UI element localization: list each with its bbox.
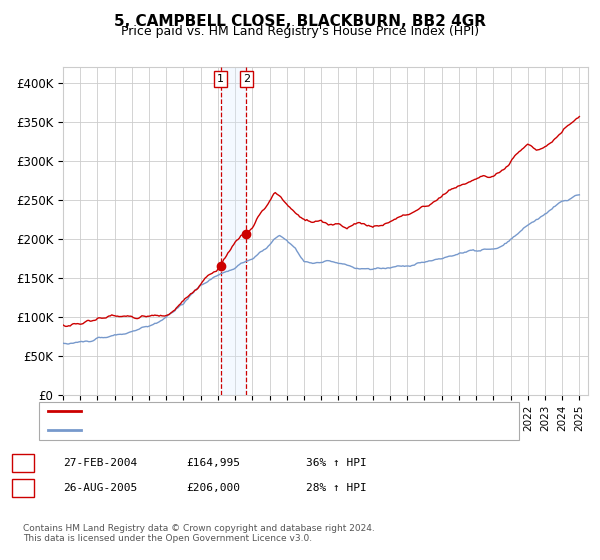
Text: HPI: Average price, detached house, Blackburn with Darwen: HPI: Average price, detached house, Blac…: [88, 425, 403, 435]
Text: 27-FEB-2004: 27-FEB-2004: [63, 458, 137, 468]
Text: 36% ↑ HPI: 36% ↑ HPI: [306, 458, 367, 468]
Text: 28% ↑ HPI: 28% ↑ HPI: [306, 483, 367, 493]
Text: 2: 2: [19, 483, 26, 493]
Text: £164,995: £164,995: [186, 458, 240, 468]
Text: £206,000: £206,000: [186, 483, 240, 493]
Text: 2: 2: [243, 74, 250, 83]
Text: Contains HM Land Registry data © Crown copyright and database right 2024.
This d: Contains HM Land Registry data © Crown c…: [23, 524, 374, 543]
Text: 5, CAMPBELL CLOSE, BLACKBURN, BB2 4GR (detached house): 5, CAMPBELL CLOSE, BLACKBURN, BB2 4GR (d…: [88, 406, 412, 416]
Bar: [221, 67, 247, 395]
Text: 1: 1: [217, 74, 224, 83]
Text: 1: 1: [19, 458, 26, 468]
Text: 5, CAMPBELL CLOSE, BLACKBURN, BB2 4GR: 5, CAMPBELL CLOSE, BLACKBURN, BB2 4GR: [114, 14, 486, 29]
Text: 26-AUG-2005: 26-AUG-2005: [63, 483, 137, 493]
Text: Price paid vs. HM Land Registry's House Price Index (HPI): Price paid vs. HM Land Registry's House …: [121, 25, 479, 38]
